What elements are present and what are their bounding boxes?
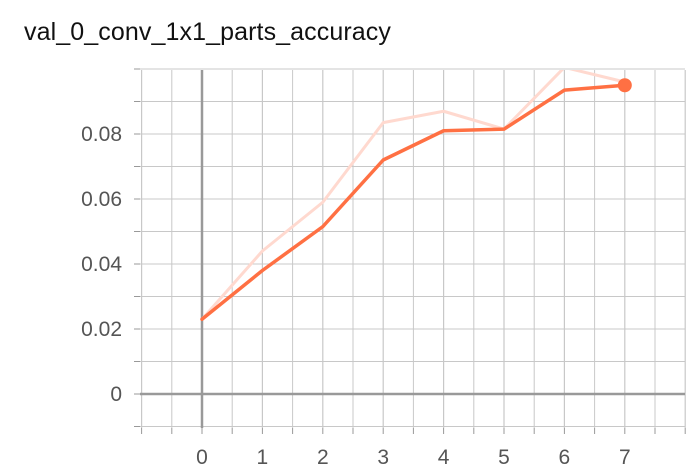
x-tick-label: 0 — [196, 446, 208, 469]
chart-title: val_0_conv_1x1_parts_accuracy — [24, 18, 392, 46]
x-tick-label: 2 — [317, 446, 329, 469]
y-tick-label: 0.04 — [81, 253, 122, 276]
y-tick-label: 0.08 — [81, 123, 122, 146]
x-tick-label: 3 — [377, 446, 389, 469]
y-tick-label: 0 — [110, 383, 122, 406]
x-tick-label: 6 — [559, 446, 571, 469]
raw-series-line — [200, 70, 627, 321]
x-tick-label: 1 — [257, 446, 269, 469]
x-tick-label: 5 — [498, 446, 510, 469]
x-tick-label: 4 — [438, 446, 450, 469]
smoothed-series-line — [200, 83, 627, 321]
y-tick-label: 0.06 — [81, 188, 122, 211]
y-tick-label: 0.02 — [81, 318, 122, 341]
x-tick-label: 7 — [619, 446, 631, 469]
last-point-marker — [617, 78, 632, 93]
